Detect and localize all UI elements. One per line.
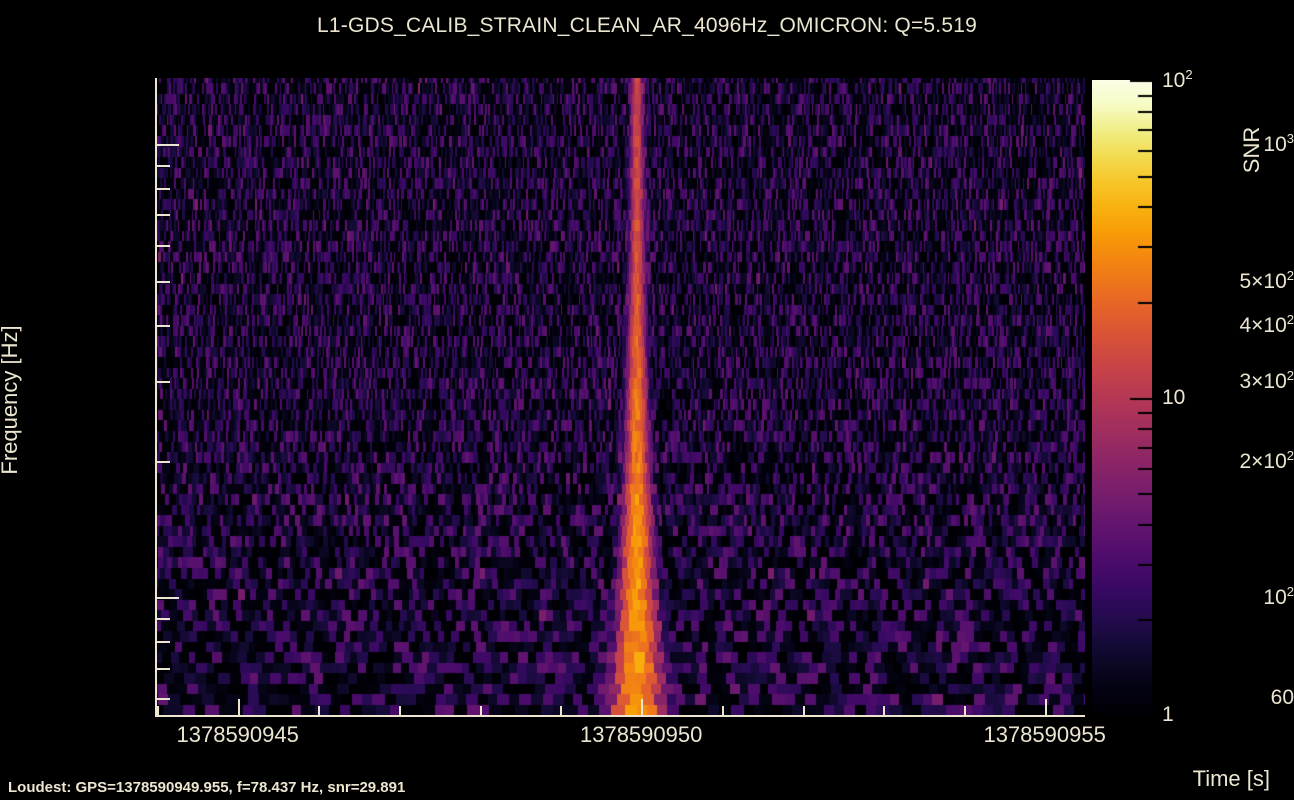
y-tick-text: 5×102: [1239, 267, 1294, 293]
y-tick-text: 103: [1263, 131, 1294, 157]
x-axis-tick: [803, 706, 805, 715]
y-axis-tick: [157, 165, 170, 167]
x-axis-label: Time [s]: [1192, 766, 1270, 791]
y-tick-label: 4×102: [1149, 312, 1294, 338]
spectrogram-canvas: [157, 78, 1085, 715]
x-tick-label: 1378590955: [983, 722, 1106, 747]
y-axis-line: [155, 78, 157, 717]
y-axis-tick: [157, 641, 170, 643]
x-tick-label: 1378590950: [579, 722, 703, 747]
loudest-event-caption: Loudest: GPS=1378590949.955, f=78.437 Hz…: [8, 779, 406, 796]
y-tick-label: 102: [1149, 584, 1294, 610]
y-tick-label: 103: [1149, 131, 1294, 157]
x-axis-line: [155, 715, 1085, 717]
x-axis-tick: [883, 706, 885, 715]
colorbar-canvas: [1092, 80, 1152, 715]
colorbar: [1092, 80, 1152, 715]
x-axis-tick: [964, 706, 966, 715]
y-axis-tick: [157, 245, 170, 247]
x-axis-tick: [722, 706, 724, 715]
y-axis-tick: [157, 188, 170, 190]
y-tick-text: 60: [1270, 685, 1294, 709]
y-tick-text: 3×102: [1239, 368, 1294, 394]
x-tick-label: 1378590945: [176, 722, 299, 747]
x-axis-tick: [560, 706, 562, 715]
y-axis-tick: [157, 668, 170, 670]
x-axis-tick: [641, 699, 643, 715]
x-axis-tick: [480, 706, 482, 715]
y-tick-label: 5×102: [1149, 268, 1294, 294]
y-axis-tick: [157, 381, 170, 383]
y-axis-tick: [157, 618, 170, 620]
x-axis-tick: [399, 706, 401, 715]
y-tick-label: 3×102: [1149, 368, 1294, 394]
y-axis-tick: [157, 597, 179, 599]
colorbar-tick-label: 1: [1162, 703, 1174, 727]
page-title: L1-GDS_CALIB_STRAIN_CLEAN_AR_4096Hz_OMIC…: [317, 14, 977, 37]
colorbar-tick-label: 10: [1162, 386, 1185, 410]
x-axis-tick: [238, 699, 240, 715]
y-axis-tick: [157, 214, 170, 216]
colorbar-tick-text: 102: [1162, 67, 1193, 92]
y-tick-label: 2×102: [1149, 448, 1294, 474]
y-axis-label: Frequency [Hz]: [0, 325, 22, 475]
y-tick-text: 102: [1263, 584, 1294, 610]
x-axis-tick: [157, 706, 159, 715]
spectrogram-plot-area: [157, 78, 1085, 715]
colorbar-tick-text: 1: [1162, 703, 1174, 726]
y-axis-tick: [157, 281, 170, 283]
y-tick-text: 4×102: [1239, 311, 1294, 337]
x-axis-tick: [1045, 699, 1047, 715]
y-axis-tick: [157, 461, 170, 463]
y-tick-text: 2×102: [1239, 447, 1294, 473]
colorbar-tick-label: 102: [1162, 67, 1193, 93]
colorbar-tick-text: 10: [1162, 385, 1186, 409]
y-tick-label: 60: [1149, 686, 1294, 710]
x-axis-tick: [318, 706, 320, 715]
y-axis-tick: [157, 325, 170, 327]
y-axis-tick: [157, 698, 170, 700]
y-axis-tick: [157, 144, 179, 146]
